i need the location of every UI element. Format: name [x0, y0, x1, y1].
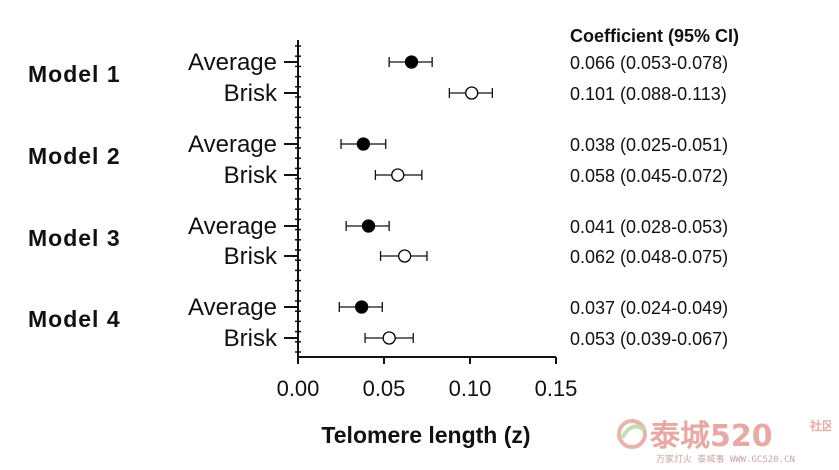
group-label: Model 3	[28, 225, 121, 251]
row-label: Average	[188, 213, 277, 240]
point-estimate-filled	[361, 219, 376, 233]
row-label: Average	[188, 49, 277, 76]
watermark-side-text: 社区	[809, 418, 831, 433]
coefficient-value: 0.101 (0.088-0.113)	[570, 84, 727, 104]
row-label: Brisk	[224, 325, 278, 352]
point-estimate-filled	[404, 55, 419, 69]
group-label: Model 2	[28, 143, 121, 169]
watermark-subtext: 万家灯火 泰城事 WWW.GC520.CN	[656, 453, 795, 465]
coefficient-value: 0.038 (0.025-0.051)	[570, 135, 728, 155]
coefficient-value: 0.041 (0.028-0.053)	[570, 217, 728, 237]
point-estimate-open	[382, 331, 396, 345]
coefficient-value: 0.062 (0.048-0.075)	[570, 247, 728, 267]
row-label: Average	[188, 131, 277, 158]
group-labels: Model 1 Model 2 Model 3 Model 4	[28, 61, 121, 332]
row-label: Brisk	[224, 243, 278, 270]
group-label: Model 1	[28, 61, 121, 87]
rows: Average Brisk Average Brisk Average Brisk Aver…	[188, 49, 494, 352]
watermark-logo: 泰城520 社区 万家灯火 泰城事 WWW.GC520.CN	[617, 418, 831, 465]
row-label: Brisk	[224, 162, 278, 189]
watermark-text: 泰城520	[650, 419, 773, 454]
row-label: Brisk	[224, 80, 278, 107]
coefficient-value: 0.053 (0.039-0.067)	[570, 329, 728, 349]
x-tick-label: 0.05	[363, 376, 406, 401]
point-estimate-filled	[354, 300, 369, 314]
x-tick-label: 0.00	[277, 376, 320, 401]
row-label: Average	[188, 294, 277, 321]
coefficient-header: Coefficient (95% CI)	[570, 26, 739, 46]
x-axis-label: Telomere length (z)	[321, 422, 530, 448]
coefficient-value: 0.066 (0.053-0.078)	[570, 53, 728, 73]
watermark-swirl-icon	[617, 419, 647, 449]
point-estimate-filled	[356, 137, 371, 151]
group-label: Model 4	[28, 306, 121, 332]
x-tick-label: 0.10	[449, 376, 492, 401]
axes: 0.00 0.05 0.10 0.15	[277, 40, 578, 401]
point-estimate-open	[397, 249, 412, 263]
coefficient-column: Coefficient (95% CI) 0.066 (0.053-0.078)…	[570, 26, 739, 349]
point-estimate-open	[391, 168, 405, 182]
coefficient-value: 0.037 (0.024-0.049)	[570, 298, 728, 318]
x-tick-label: 0.15	[535, 376, 578, 401]
point-estimate-open	[465, 86, 479, 100]
coefficient-value: 0.058 (0.045-0.072)	[570, 166, 728, 186]
